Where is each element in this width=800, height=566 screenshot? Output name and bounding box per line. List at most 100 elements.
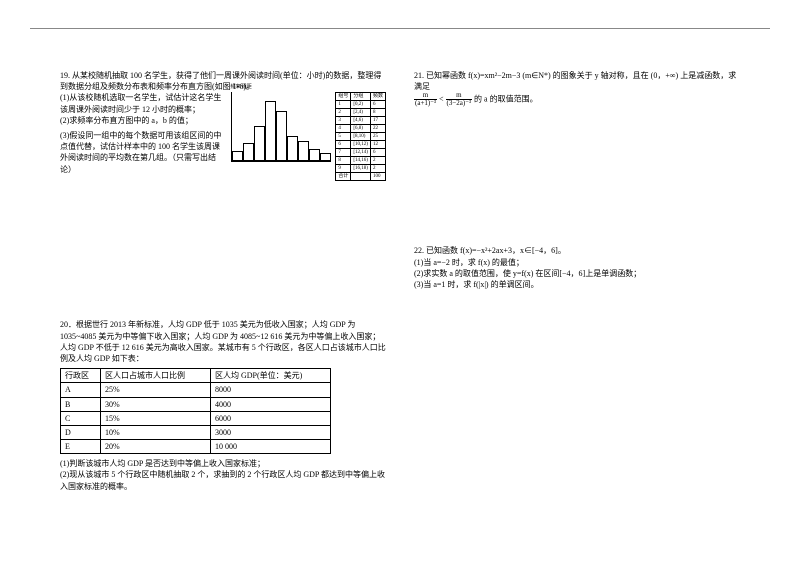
gdp-cell: D [61, 425, 101, 439]
hist-bar [298, 141, 309, 161]
freq-cell: 2 [336, 109, 351, 117]
freq-row: 3[4,6)17 [336, 117, 386, 125]
q19-visuals: 频率/组距 组号分组频数1[0,2)62[2,4)83[4,6)174[6,8)… [231, 92, 386, 181]
freq-row: 9[16,18)2 [336, 165, 386, 173]
freq-cell: 6 [370, 149, 385, 157]
hist-bar [265, 101, 276, 161]
gdp-cell: 6000 [211, 411, 331, 425]
freq-cell: 3 [336, 117, 351, 125]
freq-cell: 2 [370, 165, 385, 173]
freq-cell: [10,12) [351, 141, 371, 149]
freq-header-cell: 分组 [351, 93, 371, 101]
hist-bar [287, 136, 298, 161]
hist-bar [309, 149, 320, 161]
page-rule [30, 28, 770, 29]
freq-cell: [8,10) [351, 133, 371, 141]
gdp-cell: 25% [101, 383, 211, 397]
freq-header-cell: 组号 [336, 93, 351, 101]
freq-cell: 2 [370, 157, 385, 165]
freq-cell: 100 [370, 173, 385, 181]
q19-freq-table: 组号分组频数1[0,2)62[2,4)83[4,6)174[6,8)225[8,… [335, 92, 386, 181]
freq-cell: 5 [336, 133, 351, 141]
q20-gdp-table: 行政区区人口占城市人口比例区人均 GDP(单位：美元) A25%8000B30%… [60, 368, 331, 454]
q21-intro: 21. 已知幂函数 f(x)=xm²−2m−3 (m∈N*) 的图象关于 y 轴… [414, 70, 740, 92]
gdp-cell: 10 000 [211, 440, 331, 454]
freq-cell: 8 [336, 157, 351, 165]
freq-cell: 7 [336, 149, 351, 157]
gdp-cell: 8000 [211, 383, 331, 397]
freq-cell: 合计 [336, 173, 351, 181]
gdp-cell: E [61, 440, 101, 454]
q21-tail: 的 a 的取值范围。 [474, 95, 538, 104]
freq-row: 1[0,2)6 [336, 101, 386, 109]
gdp-header-cell: 区人口占城市人口比例 [101, 369, 211, 383]
gdp-row: A25%8000 [61, 383, 331, 397]
freq-cell: 22 [370, 125, 385, 133]
hist-bar [232, 151, 243, 161]
freq-cell: 1 [336, 101, 351, 109]
q19-subparts: (1)从该校随机选取一名学生，试估计这名学生该周课外阅读时间少于 12 小时的概… [60, 92, 225, 181]
gdp-cell: 3000 [211, 425, 331, 439]
q22-p3: (3)当 a=1 时，求 f(|x|) 的单调区间。 [414, 279, 740, 290]
freq-cell: 4 [336, 125, 351, 133]
q21-lhs-frac: m (a+1)⁻³ [414, 92, 437, 107]
q20: 20．根据世行 2013 年新标准，人均 GDP 低于 1035 美元为低收入国… [60, 319, 386, 491]
q22-intro: 22. 已知函数 f(x)=−x²+2ax+3，x∈[−4，6]。 [414, 245, 740, 256]
freq-row: 2[2,4)8 [336, 109, 386, 117]
gdp-row: E20%10 000 [61, 440, 331, 454]
q20-intro: 20．根据世行 2013 年新标准，人均 GDP 低于 1035 美元为低收入国… [60, 319, 386, 364]
gdp-row: D10%3000 [61, 425, 331, 439]
gdp-header-cell: 行政区 [61, 369, 101, 383]
hist-ylabel: 频率/组距 [230, 84, 251, 91]
freq-cell: [2,4) [351, 109, 371, 117]
q22-p1: (1)当 a=−2 时，求 f(x) 的最值； [414, 257, 740, 268]
freq-cell: [14,16) [351, 157, 371, 165]
freq-row: 6[10,12)12 [336, 141, 386, 149]
freq-row: 4[6,8)22 [336, 125, 386, 133]
freq-row: 合计 100 [336, 173, 386, 181]
gdp-header-cell: 区人均 GDP(单位：美元) [211, 369, 331, 383]
freq-cell: [12,14) [351, 149, 371, 157]
q19-p3: (3)假设同一组中的每个数据可用该组区间的中点值代替，试估计样本中的 100 名… [60, 130, 225, 175]
freq-cell: [16,18) [351, 165, 371, 173]
freq-row: 5[8,10)25 [336, 133, 386, 141]
freq-cell [351, 173, 371, 181]
q19-intro: 19. 从某校随机抽取 100 名学生，获得了他们一周课外阅读时间(单位：小时)… [60, 70, 386, 92]
q20-p2: (2)现从该城市 5 个行政区中随机抽取 2 个，求抽到的 2 个行政区人均 G… [60, 469, 386, 491]
gdp-cell: B [61, 397, 101, 411]
q20-p1: (1)判断该城市人均 GDP 是否达到中等偏上收入国家标准； [60, 458, 386, 469]
q19-p2: (2)求频率分布直方图中的 a，b 的值； [60, 115, 225, 126]
freq-cell: 8 [370, 109, 385, 117]
q19-histogram: 频率/组距 [231, 92, 331, 162]
q22: 22. 已知函数 f(x)=−x²+2ax+3，x∈[−4，6]。 (1)当 a… [414, 245, 740, 290]
gdp-row: B30%4000 [61, 397, 331, 411]
freq-row: 7[12,14)6 [336, 149, 386, 157]
q21-rhs-frac: m (3−2a)⁻³ [446, 92, 473, 107]
q19: 19. 从某校随机抽取 100 名学生，获得了他们一周课外阅读时间(单位：小时)… [60, 70, 386, 181]
left-column: 19. 从某校随机抽取 100 名学生，获得了他们一周课外阅读时间(单位：小时)… [60, 70, 386, 500]
gdp-cell: C [61, 411, 101, 425]
q21: 21. 已知幂函数 f(x)=xm²−2m−3 (m∈N*) 的图象关于 y 轴… [414, 70, 740, 107]
freq-cell: [0,2) [351, 101, 371, 109]
hist-bar [320, 153, 331, 161]
q22-p2: (2)求实数 a 的取值范围，使 y=f(x) 在区间[−4，6]上是单调函数； [414, 268, 740, 279]
q21-inequality: m (a+1)⁻³ < m (3−2a)⁻³ 的 a 的取值范围。 [414, 92, 740, 107]
q19-p1: (1)从该校随机选取一名学生，试估计这名学生该周课外阅读时间少于 12 小时的概… [60, 92, 225, 114]
freq-header-cell: 频数 [370, 93, 385, 101]
freq-cell: 12 [370, 141, 385, 149]
gdp-row: C15%6000 [61, 411, 331, 425]
freq-cell: 9 [336, 165, 351, 173]
right-column: 21. 已知幂函数 f(x)=xm²−2m−3 (m∈N*) 的图象关于 y 轴… [414, 70, 740, 500]
gdp-cell: 30% [101, 397, 211, 411]
page-body: 19. 从某校随机抽取 100 名学生，获得了他们一周课外阅读时间(单位：小时)… [60, 70, 740, 500]
freq-cell: 6 [336, 141, 351, 149]
gdp-cell: 4000 [211, 397, 331, 411]
gdp-cell: 20% [101, 440, 211, 454]
freq-row: 8[14,16)2 [336, 157, 386, 165]
freq-cell: [6,8) [351, 125, 371, 133]
freq-cell: 17 [370, 117, 385, 125]
freq-cell: 25 [370, 133, 385, 141]
freq-cell: 6 [370, 101, 385, 109]
gdp-cell: 10% [101, 425, 211, 439]
freq-cell: [4,6) [351, 117, 371, 125]
